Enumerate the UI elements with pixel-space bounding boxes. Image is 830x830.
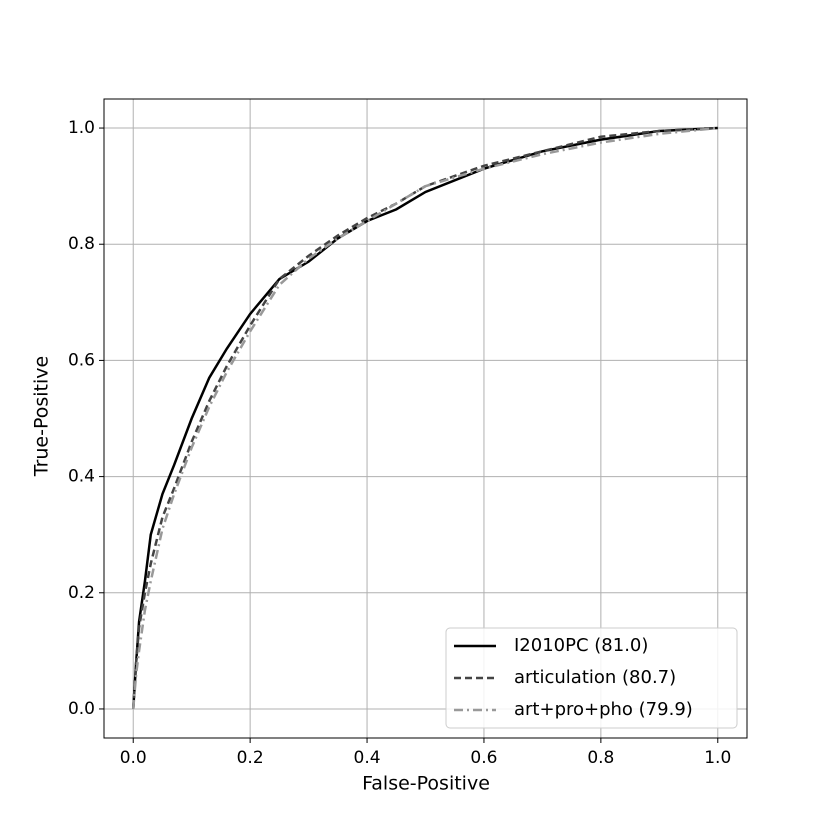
y-tick-label: 0.6: [68, 350, 95, 370]
plot-frame: [103, 98, 748, 739]
y-axis-label: True-Positive: [31, 356, 53, 477]
legend-box: [445, 627, 738, 729]
x-tick-label: 0.4: [354, 748, 381, 768]
x-tick-label: 1.0: [704, 748, 731, 768]
legend-label: articulation (80.7): [514, 667, 676, 688]
legend-label: art+pro+pho (79.9): [514, 699, 693, 720]
y-tick-label: 0.8: [68, 234, 95, 254]
roc-line: [131, 126, 718, 710]
roc-line: [131, 126, 718, 710]
x-axis-label: False-Positive: [362, 773, 490, 795]
y-tick-label: 0.2: [68, 583, 95, 603]
y-tick-label: 1.0: [68, 118, 95, 138]
y-tick-label: 0.4: [68, 467, 95, 487]
x-tick-label: 0.2: [237, 748, 264, 768]
legend: I2010PC (81.0) articulation (80.7) art+pro…: [445, 627, 738, 729]
x-tick-label: 0.6: [470, 748, 497, 768]
legend-label: I2010PC (81.0): [514, 635, 648, 656]
roc-line: [131, 126, 718, 710]
x-tick-label: 0.0: [120, 748, 147, 768]
x-tick-label: 0.8: [587, 748, 614, 768]
y-tick-label: 0.0: [68, 699, 95, 719]
